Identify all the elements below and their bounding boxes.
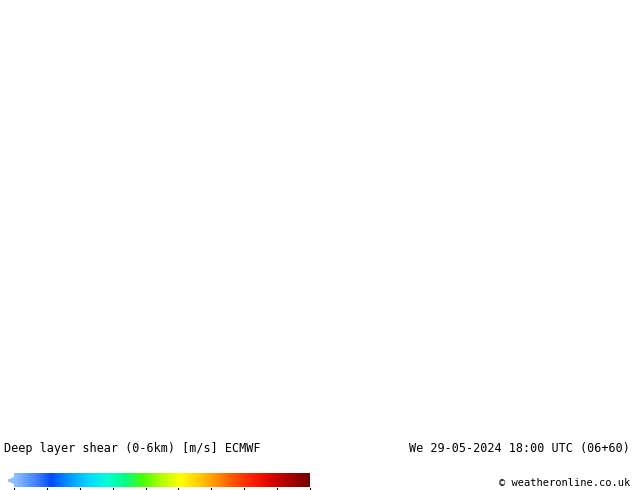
Text: We 29-05-2024 18:00 UTC (06+60): We 29-05-2024 18:00 UTC (06+60) [409, 442, 630, 455]
Text: Deep layer shear (0-6km) [m/s] ECMWF: Deep layer shear (0-6km) [m/s] ECMWF [4, 442, 261, 455]
Text: © weatheronline.co.uk: © weatheronline.co.uk [499, 478, 630, 488]
